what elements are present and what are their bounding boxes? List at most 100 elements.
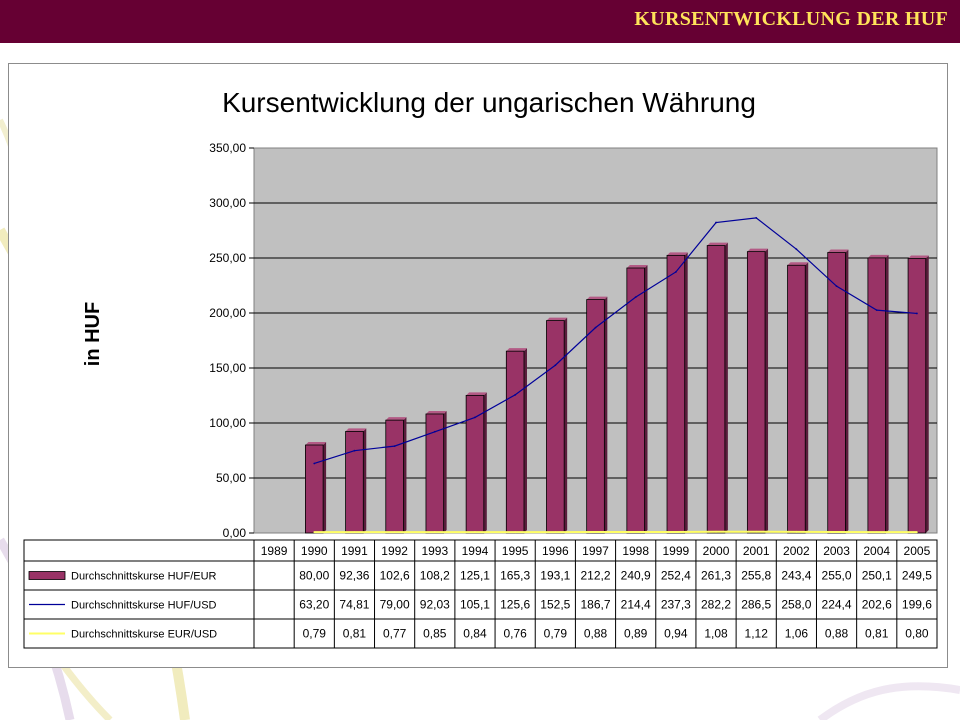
bar-top: [908, 255, 929, 259]
data-label: 0,77: [383, 627, 407, 641]
bar-top: [586, 296, 608, 300]
eur-usd-point: [916, 531, 918, 534]
data-label: 243,4: [781, 569, 811, 583]
data-label: 1,06: [785, 627, 809, 641]
bar-side: [765, 248, 769, 533]
huf-usd-point: [795, 248, 798, 251]
bar-side: [483, 392, 487, 533]
bar-top: [546, 317, 568, 321]
huf-usd-point: [433, 430, 436, 433]
x-tick-label: 1997: [582, 544, 609, 558]
bar: [385, 419, 404, 534]
bar: [867, 257, 886, 534]
data-label: 199,6: [902, 598, 932, 612]
data-label: 252,4: [661, 569, 691, 583]
eur-usd-point: [554, 531, 557, 534]
bar: [465, 394, 485, 534]
x-tick-label: 1989: [261, 544, 288, 558]
y-tick-label: 250,00: [209, 251, 246, 265]
data-label: 0,81: [865, 627, 889, 641]
data-label: 212,2: [580, 569, 610, 583]
bar-top: [747, 248, 769, 252]
bar-top: [385, 417, 407, 421]
data-label: 152,5: [540, 598, 570, 612]
chart-container: Kursentwicklung der ungarischen Währung …: [8, 63, 948, 668]
data-label: 0,79: [303, 627, 327, 641]
huf-usd-point: [835, 285, 838, 288]
bar-top: [626, 265, 648, 269]
data-label: 0,85: [423, 627, 447, 641]
bar-side: [523, 348, 527, 533]
data-label: 63,20: [299, 598, 329, 612]
bar: [787, 264, 806, 534]
bar: [345, 431, 364, 534]
legend-entry: Durchschnittskurse HUF/EUR: [71, 571, 217, 583]
x-tick-label: 1994: [462, 544, 489, 558]
x-tick-label: 1998: [622, 544, 649, 558]
x-tick-label: 1990: [301, 544, 328, 558]
data-label: 105,1: [460, 598, 490, 612]
legend-entry: Durchschnittskurse HUF/USD: [71, 600, 217, 612]
y-tick-label: 200,00: [209, 306, 246, 320]
bar: [626, 267, 645, 534]
y-tick-label: 100,00: [209, 416, 246, 430]
legend-entry: Durchschnittskurse EUR/USD: [71, 629, 217, 641]
bar: [666, 254, 686, 534]
bar-side: [885, 254, 889, 533]
bar-side: [724, 242, 728, 533]
bar-side: [684, 252, 688, 534]
huf-usd-point: [313, 462, 316, 465]
x-tick-label: 2003: [823, 544, 850, 558]
bar-side: [323, 442, 327, 533]
bar: [305, 444, 324, 534]
data-label: 108,2: [420, 569, 450, 583]
data-label: 261,3: [701, 569, 731, 583]
data-label: 79,00: [380, 598, 410, 612]
data-label: 1,08: [704, 627, 728, 641]
huf-usd-point: [715, 221, 717, 224]
data-label: 0,79: [544, 627, 568, 641]
data-label: 0,84: [463, 627, 487, 641]
huf-usd-point: [393, 445, 396, 447]
huf-usd-point: [474, 416, 476, 419]
data-label: 165,3: [500, 569, 530, 583]
y-axis-label: in HUF: [82, 302, 104, 366]
y-tick-label: 0,00: [223, 526, 247, 540]
data-label: 255,8: [741, 569, 771, 583]
data-label: 125,1: [460, 569, 490, 583]
eur-usd-point: [353, 531, 356, 534]
chart-title: Kursentwicklung der ungarischen Währung: [222, 87, 756, 118]
bar-top: [667, 252, 688, 256]
bar-side: [443, 410, 447, 533]
bar-top: [305, 442, 327, 445]
slide-title: KURSENTWICKLUNG DER HUF: [634, 8, 948, 30]
x-tick-label: 1995: [502, 544, 529, 558]
eur-usd-point: [755, 530, 758, 533]
data-label: 0,94: [664, 627, 688, 641]
y-tick-label: 300,00: [209, 196, 246, 210]
x-tick-label: 1991: [341, 544, 368, 558]
bar: [546, 320, 565, 534]
bar: [827, 252, 846, 534]
bar-top: [867, 254, 889, 258]
data-label: 0,81: [343, 627, 367, 641]
bar-side: [363, 428, 367, 533]
data-label: 224,4: [822, 598, 852, 612]
legend-key-bar: [28, 571, 66, 580]
chart: Kursentwicklung der ungarischen Währung …: [23, 87, 938, 649]
data-label: 80,00: [299, 569, 329, 583]
huf-usd-point: [594, 326, 597, 329]
x-tick-label: 1996: [542, 544, 569, 558]
data-label: 240,9: [621, 569, 651, 583]
bar-top: [787, 262, 809, 266]
huf-usd-point: [514, 393, 517, 396]
x-tick-label: 2005: [904, 544, 931, 558]
data-label: 0,76: [503, 627, 527, 641]
eur-usd-point: [715, 530, 717, 533]
bar: [505, 350, 525, 534]
bar: [907, 258, 927, 534]
data-label: 102,6: [380, 569, 410, 583]
eur-usd-point: [875, 531, 878, 534]
eur-usd-point: [594, 531, 597, 533]
data-label: 92,03: [420, 598, 450, 612]
